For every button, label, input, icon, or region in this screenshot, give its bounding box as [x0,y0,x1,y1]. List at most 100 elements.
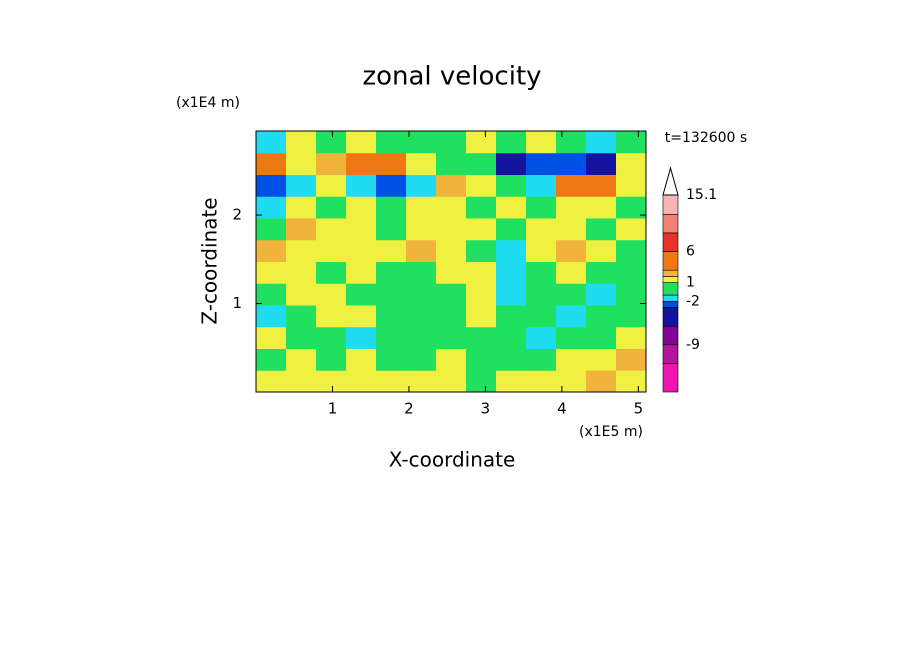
field-cell [406,152,437,175]
field-cell [466,348,497,371]
field-cell [616,239,647,262]
field-cell [316,348,347,371]
field-cell [346,283,377,306]
field-cell [556,152,587,175]
field-cell [496,218,527,241]
field-cell [466,196,497,219]
field-cell [256,174,287,197]
field-cell [496,261,527,284]
field-cell [496,174,527,197]
field-cell [256,239,287,262]
field-cell [586,218,617,241]
field-cell [286,348,317,371]
field-cell [376,326,407,349]
field-cell [346,348,377,371]
field-cell [616,261,647,284]
y-axis-label: Z-coordinate [198,197,222,324]
field-cell [586,196,617,219]
field-cell [316,174,347,197]
field-cell [466,261,497,284]
field-cell [256,370,287,393]
field-cell [406,218,437,241]
field-cell [346,196,377,219]
field-cell [256,152,287,175]
field-cell [556,218,587,241]
field-cell [526,283,557,306]
field-cell [346,174,377,197]
field-cell [586,239,617,262]
field-cell [286,174,317,197]
field-cell [556,261,587,284]
field-cell [376,131,407,154]
plot-frame [255,130,647,393]
field-cell [586,370,617,393]
field-cell [406,131,437,154]
field-cell [556,283,587,306]
field-cell [376,348,407,371]
field-cell [316,326,347,349]
field-cell [556,305,587,328]
x-tick-label: 5 [634,400,644,418]
field-cell [496,305,527,328]
field-cell [406,348,437,371]
field-cell [496,283,527,306]
field-cell [496,131,527,154]
field-cell [526,131,557,154]
field-cell [466,283,497,306]
field-cell [556,326,587,349]
field-cell [526,305,557,328]
field-cell [256,305,287,328]
field-cell [376,196,407,219]
field-cell [556,196,587,219]
chart-title: zonal velocity [362,62,541,92]
field-cell [346,261,377,284]
field-cell [466,174,497,197]
field-cell [376,152,407,175]
field-cell [616,131,647,154]
field-cell [286,261,317,284]
colorbar-box [662,276,679,283]
field-cell [436,131,467,154]
field-cell [316,152,347,175]
field-cell [346,152,377,175]
field-cell [406,283,437,306]
field-cell [496,152,527,175]
colorbar-box [662,307,679,327]
field-cell [286,239,317,262]
field-cell [406,239,437,262]
colorbar-tick-label: -9 [686,337,700,353]
field-cell [256,131,287,154]
colorbar-box [662,344,679,364]
field-cell [436,326,467,349]
y-tick-label: 2 [232,206,242,224]
field-cell [556,131,587,154]
annotation: t=132600 s [665,130,747,146]
field-cell [286,283,317,306]
x-tick-label: 2 [404,400,414,418]
field-cell [586,131,617,154]
field-cell [556,348,587,371]
field-cell [496,348,527,371]
field-cell [526,239,557,262]
colorbar-box [662,213,679,234]
field-cell [436,305,467,328]
field-cell [286,152,317,175]
field-cell [466,152,497,175]
field-cell [526,152,557,175]
field-cell [376,305,407,328]
field-cell [436,218,467,241]
field-cell [286,131,317,154]
field-cell [616,326,647,349]
x-tick-label: 1 [328,400,338,418]
colorbar-box [662,282,679,296]
field-cell [376,239,407,262]
field-cell [466,218,497,241]
colorbar-box [662,294,679,302]
field-cell [616,348,647,371]
field-cell [586,348,617,371]
field-cell [586,326,617,349]
colorbar-box [662,300,679,308]
field-cell [436,348,467,371]
field-cell [436,283,467,306]
